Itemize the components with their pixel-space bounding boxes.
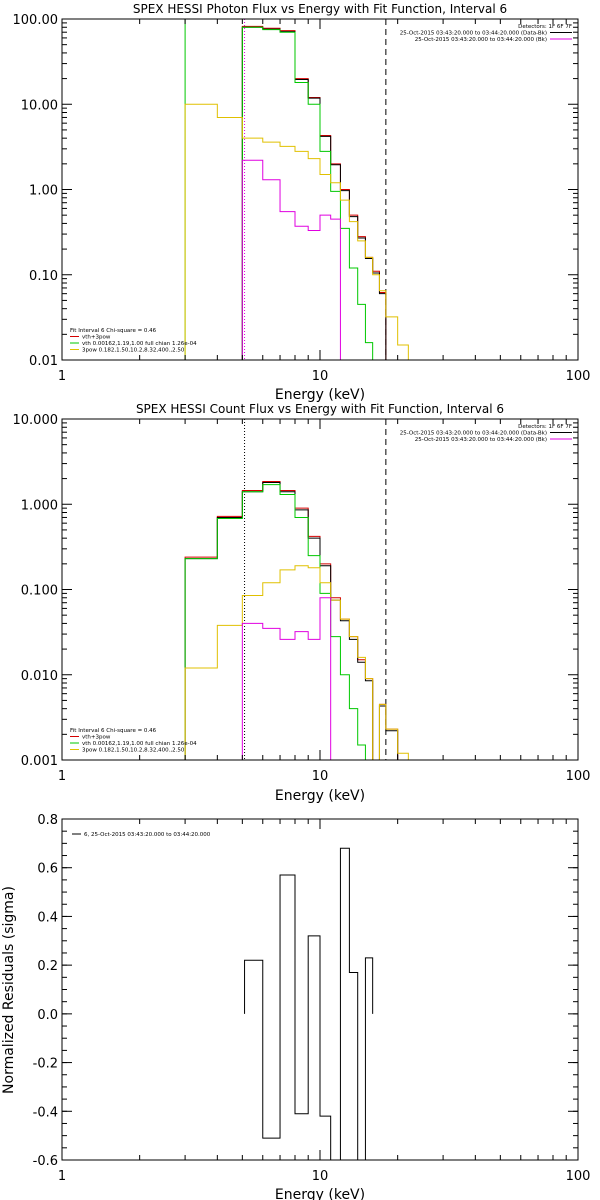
photon-flux-xlabel: Energy (keV) (275, 387, 365, 403)
series-0-4 (241, 159, 341, 360)
xtick-label-0-1: 10 (312, 369, 329, 384)
legend-right-1-header: Detectors: 1F 6F 7F (518, 424, 572, 430)
ytick-label-1-4: 10.000 (13, 413, 59, 428)
xtick-label-1-1: 10 (312, 769, 329, 784)
photon-flux-title: SPEX HESSI Photon Flux vs Energy with Fi… (133, 2, 507, 16)
ytick-label-0-0: 0.01 (29, 354, 58, 369)
series-1-2 (184, 484, 366, 760)
ytick-label-1-1: 0.010 (21, 669, 58, 684)
ytick-label-0-2: 1.00 (29, 184, 58, 199)
ytick-label-2-7: 0.8 (37, 813, 58, 828)
count-flux-xlabel: Energy (keV) (275, 788, 365, 804)
legend-left-0-header: Fit Interval 6 Chi-square = 0.46 (70, 328, 157, 334)
ytick-label-2-2: -0.2 (33, 1057, 58, 1072)
ytick-label-0-1: 0.10 (29, 269, 58, 284)
legend-right-1-label-1: 25-Oct-2015 03:43:20.000 to 03:44:20.000… (415, 437, 547, 443)
residuals-panel: Energy (keV) Normalized Residuals (sigma… (1, 813, 590, 1200)
ytick-label-1-3: 1.000 (21, 498, 58, 513)
legend-left-0-label-0: vth+3pow (82, 335, 111, 341)
residuals-ylabel: Normalized Residuals (sigma) (1, 886, 17, 1094)
xtick-label-0-2: 100 (566, 369, 591, 384)
count-flux-panel: SPEX HESSI Count Flux vs Energy with Fit… (13, 402, 591, 804)
ytick-label-2-6: 0.6 (37, 862, 58, 877)
legend-left-1-header: Fit Interval 6 Chi-square = 0.46 (70, 728, 157, 734)
ytick-label-1-0: 0.001 (21, 754, 58, 769)
xtick-label-2-1: 10 (312, 1169, 329, 1184)
legend-left-1-label-0: vth+3pow (82, 735, 111, 741)
legend-left-0-label-2: 3pow 0.182,1.50,10.2,8.32,400.,2.50 (82, 348, 185, 354)
ytick-label-0-4: 100.00 (13, 13, 59, 28)
ytick-label-2-1: -0.4 (33, 1105, 58, 1120)
xtick-label-1-0: 1 (58, 769, 66, 784)
residuals-xlabel: Energy (keV) (275, 1187, 365, 1200)
legend-left-0-label-1: vth 0.00162,1.19,1.00 full chian 1.26e-0… (82, 341, 197, 347)
series-1-3 (184, 565, 409, 760)
legend-right-0-label-0: 25-Oct-2015 03:43:20.000 to 03:44:20.000… (400, 31, 547, 37)
ytick-label-0-3: 10.00 (21, 98, 58, 113)
series-2-0 (244, 847, 374, 1160)
count-flux-title: SPEX HESSI Count Flux vs Energy with Fit… (136, 402, 504, 416)
ytick-label-2-0: -0.6 (33, 1154, 58, 1169)
legend-left-1-label-2: 3pow 0.182,1.50,10.2,8.32,400.,2.50 (82, 748, 185, 754)
ytick-label-2-3: 0.0 (37, 1008, 58, 1023)
legend-right-0-label-1: 25-Oct-2015 03:43:20.000 to 03:44:20.000… (415, 37, 547, 43)
legend-right-0-header: Detectors: 1F 6F 7F (518, 24, 572, 30)
xtick-label-2-0: 1 (58, 1169, 66, 1184)
series-0-3 (184, 103, 423, 360)
legend-left-1-label-1: vth 0.00162,1.19,1.00 full chian 1.26e-0… (82, 741, 197, 747)
series-0-1 (241, 26, 387, 360)
plot-frame-0 (61, 18, 579, 361)
series-1-4 (241, 597, 332, 760)
ytick-label-2-4: 0.2 (37, 959, 58, 974)
xtick-label-2-2: 100 (566, 1169, 591, 1184)
legend-right-1-label-0: 25-Oct-2015 03:43:20.000 to 03:44:20.000… (400, 431, 547, 437)
ytick-label-1-2: 0.100 (21, 584, 58, 599)
photon-flux-panel: SPEX HESSI Photon Flux vs Energy with Fi… (13, 2, 591, 403)
series-0-0 (241, 25, 387, 360)
xtick-label-1-2: 100 (566, 769, 591, 784)
ytick-label-2-5: 0.4 (37, 910, 58, 925)
legend-2-label-0: 6, 25-Oct-2015 03:43:20.000 to 03:44:20.… (84, 832, 211, 838)
series-0-2 (241, 26, 380, 360)
xtick-label-0-0: 1 (58, 369, 66, 384)
